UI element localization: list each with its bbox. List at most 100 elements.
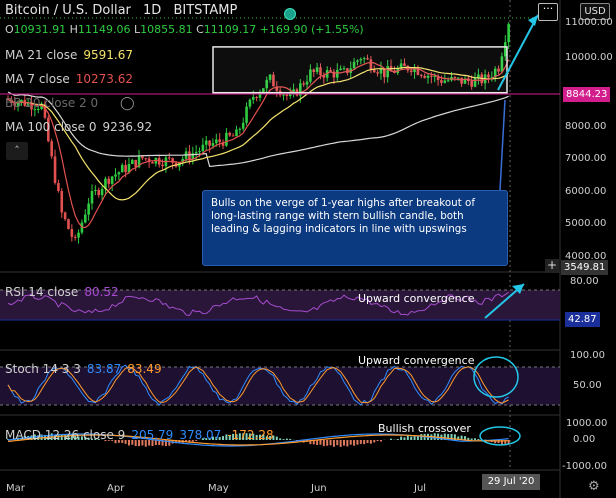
price-axis-label: 11000.00 [565, 17, 613, 28]
candle-body [416, 67, 420, 75]
macd-histogram-bar [504, 440, 507, 444]
macd-histogram-bar [259, 434, 261, 440]
legend-macd[interactable]: MACD 12 26 close 9 205.79 378.07 -172.28 [5, 428, 274, 442]
macd-histogram-bar [319, 440, 322, 445]
rsi-axis-label: 80.00 [570, 276, 599, 287]
legend-ma7[interactable]: MA 7 close 10273.62 [5, 72, 133, 86]
candle-body [225, 132, 228, 146]
macd-annotation: Bullish crossover [378, 422, 471, 435]
candle-body [352, 61, 356, 69]
macd-histogram-bar [84, 436, 87, 440]
candle-body [120, 164, 124, 173]
eye-hidden-icon[interactable]: ◯ [120, 96, 135, 111]
candle-body [221, 142, 225, 146]
ma100-line [7, 91, 509, 168]
macd-histogram-bar [416, 435, 419, 440]
candle-body [493, 68, 497, 78]
macd-histogram-bar [80, 436, 83, 440]
macd-histogram-bar [312, 440, 315, 445]
macd-histogram-bar [248, 433, 251, 440]
macd-histogram-bar [70, 434, 73, 440]
macd-histogram-bar [262, 434, 265, 440]
rsi-annotation: Upward convergence [358, 292, 475, 305]
macd-histogram-bar [91, 438, 93, 440]
rsi-arrow-head [512, 284, 524, 294]
price-axis-label: 8000.00 [565, 121, 607, 132]
candle-body [131, 159, 134, 164]
candle-body [255, 97, 258, 99]
candle-body [30, 102, 33, 110]
macd-histogram-bar [453, 434, 456, 440]
macd-histogram-bar [238, 433, 241, 440]
candle-body [208, 140, 211, 146]
macd-histogram-bar [500, 440, 503, 445]
candle-body [13, 103, 17, 106]
candle-body [124, 164, 127, 173]
candle-body [16, 102, 20, 106]
candle-body [33, 109, 37, 111]
macd-histogram-bar [272, 435, 275, 440]
macd-histogram-bar [396, 439, 399, 440]
candle-body [137, 155, 141, 168]
candle-body [265, 79, 269, 89]
macd-histogram-bar [346, 440, 349, 447]
legend-ma100[interactable]: MA 100 close 0 9236.92 [5, 120, 153, 134]
candle-body [369, 59, 373, 70]
more-options-button[interactable]: ··· [538, 3, 558, 21]
macd-histogram-bar [235, 434, 238, 440]
candle-body [144, 158, 148, 160]
candle-body [413, 67, 416, 73]
add-alert-icon[interactable]: + [545, 258, 559, 273]
candle-body [426, 75, 430, 78]
candle-body [167, 157, 171, 159]
candle-body [188, 151, 191, 160]
currency-button[interactable]: USD [580, 3, 610, 20]
candle-body [215, 139, 218, 144]
macd-histogram-bar [316, 440, 319, 445]
candle-body [107, 178, 111, 184]
macd-histogram-bar [406, 435, 409, 440]
macd-histogram-bar [225, 434, 228, 440]
legend-stoch[interactable]: Stoch 14 3 3 83.87 83.49 [5, 362, 162, 376]
macd-histogram-bar [507, 440, 510, 444]
macd-histogram-bar [141, 440, 144, 446]
macd-histogram-bar [138, 440, 141, 447]
candle-body [456, 77, 460, 79]
macd-histogram-bar [232, 433, 235, 440]
candle-body [26, 102, 30, 106]
candle-body [57, 182, 60, 191]
legend-rsi[interactable]: RSI 14 close 80.52 [5, 285, 119, 299]
candle-body [241, 122, 245, 129]
candle-body [463, 78, 467, 84]
candle-body [238, 128, 242, 130]
candle-body [94, 189, 97, 192]
macd-histogram-bar [326, 440, 329, 446]
rsi-line [7, 291, 509, 317]
macd-histogram-bar [168, 440, 171, 446]
macd-histogram-bar [390, 438, 393, 440]
candle-body [332, 71, 336, 78]
macd-histogram-bar [447, 434, 450, 440]
gear-icon[interactable]: ⚙ [588, 479, 600, 494]
collapse-legend-icon[interactable]: ˄ [6, 142, 28, 160]
macd-histogram-bar [218, 437, 221, 440]
candle-body [50, 141, 53, 157]
macd-histogram-bar [252, 433, 255, 440]
candle-body [83, 214, 87, 223]
high-value: 11149.06 [77, 23, 131, 36]
candle-body [288, 94, 292, 97]
candle-body [97, 189, 101, 196]
price-axis-label: 7000.00 [565, 153, 607, 164]
candle-body [201, 144, 205, 151]
candle-body [329, 70, 332, 72]
candle-body [191, 153, 195, 160]
macd-histogram-bar [148, 440, 151, 446]
macd-histogram-bar [211, 436, 214, 440]
legend-bb[interactable]: BB 20 close 2 0 ◯ [5, 96, 135, 111]
current-date-tag: 29 Jul '20 [482, 474, 540, 490]
ohlc-readout: O10931.91 H11149.06 L10855.81 C11109.17 … [5, 23, 364, 36]
macd-histogram-bar [185, 440, 188, 442]
candle-body [60, 190, 64, 213]
legend-ma21[interactable]: MA 21 close 9591.67 [5, 48, 133, 62]
